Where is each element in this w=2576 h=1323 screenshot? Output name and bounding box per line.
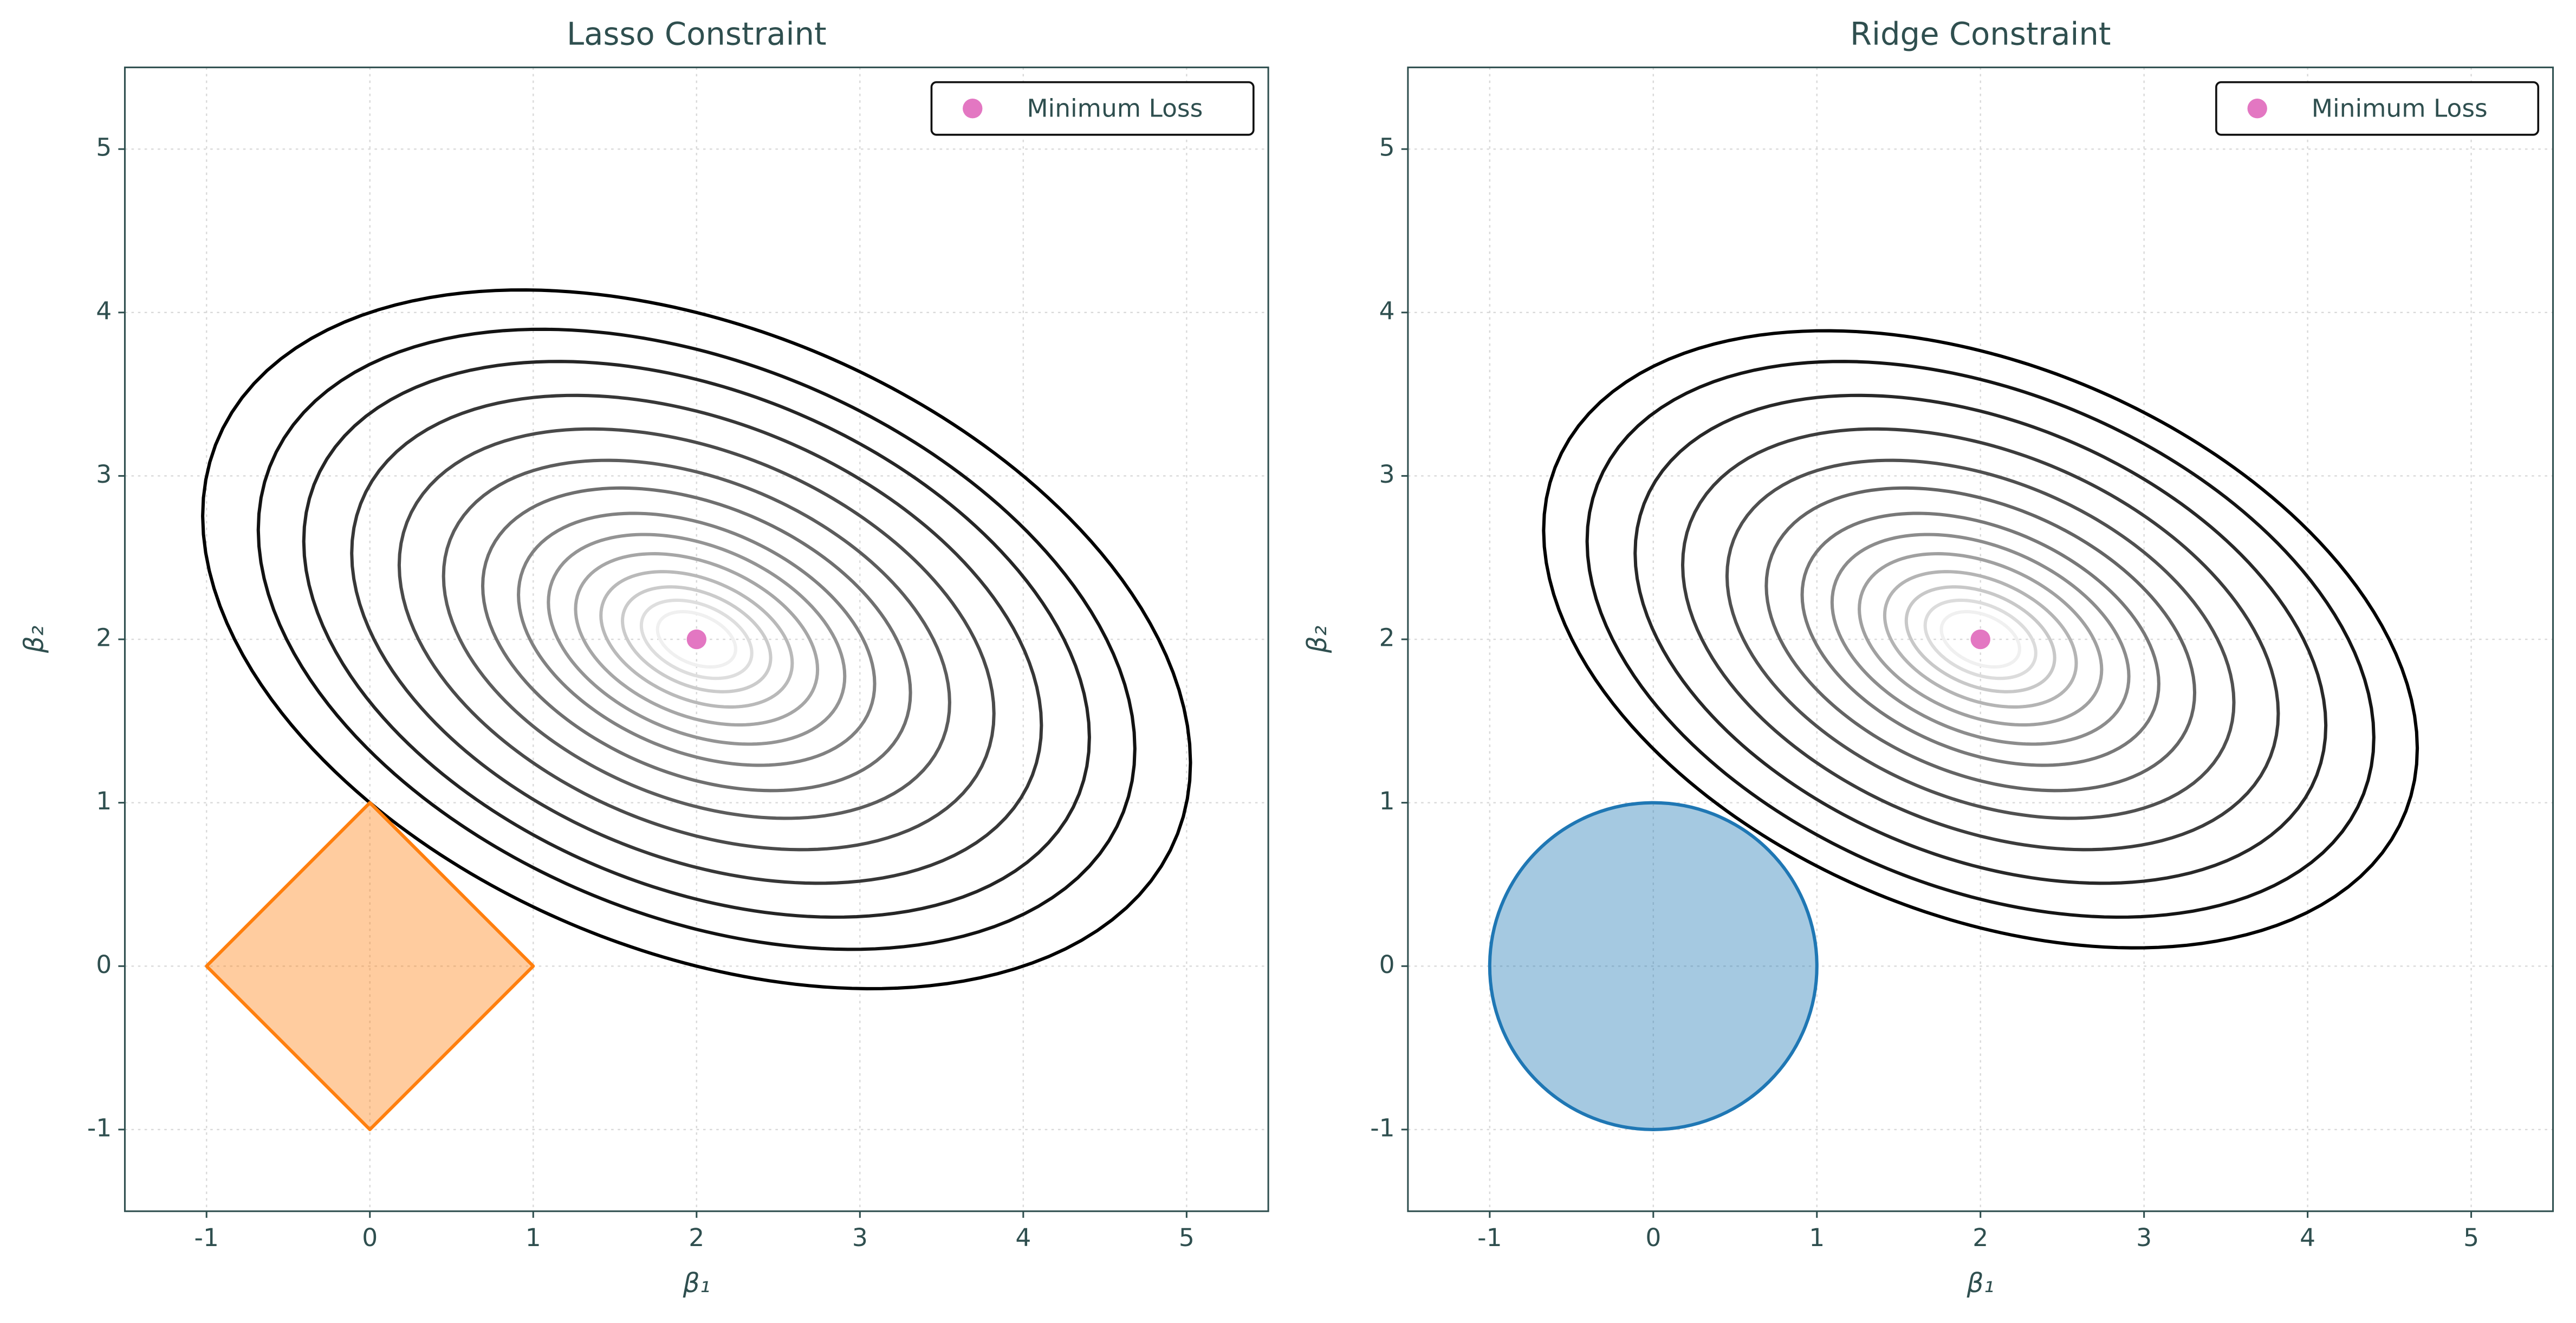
constraint-region — [205, 801, 535, 1131]
contour-line — [1800, 511, 2160, 767]
contour-line — [1939, 610, 2021, 669]
x-tick-label: 3 — [2136, 1223, 2152, 1252]
y-tick-label: 0 — [96, 950, 112, 979]
contour-line — [1725, 458, 2236, 820]
x-tick-label: 2 — [689, 1223, 704, 1252]
contour-line — [442, 458, 951, 820]
contour-line — [1680, 427, 2280, 852]
y-tick-label: -1 — [87, 1113, 112, 1142]
contour-line — [656, 610, 737, 669]
contour-line — [639, 598, 754, 680]
contour-line — [620, 585, 773, 693]
axes-frame — [1407, 66, 2554, 1212]
contour-line — [1633, 393, 2328, 885]
x-tick-label: 2 — [1972, 1223, 1988, 1252]
legend-marker — [2247, 99, 2267, 119]
minimum-point — [686, 629, 706, 650]
subplot: -1 0 1 2 3 4 5 -1 0 1 2 3 4 5 Lasso Constraint β₁ β₂ Mini… — [20, 16, 1269, 1299]
contour-line — [481, 486, 912, 793]
contour-line — [599, 570, 794, 709]
y-tick-label: 1 — [96, 787, 112, 815]
x-tick-label: 5 — [1179, 1223, 1195, 1252]
plot-area — [201, 288, 1192, 1131]
contour-line — [397, 427, 996, 852]
axes-frame — [124, 66, 1269, 1212]
subplot: -1 0 1 2 3 4 5 -1 0 1 2 3 4 5 Ridge Constraint β₁ β₂ Mini… — [1302, 16, 2554, 1299]
x-axis-label: β₁ — [1967, 1268, 1994, 1299]
contour-line — [1883, 570, 2078, 709]
x-tick-label: 3 — [852, 1223, 868, 1252]
contour-line — [1764, 486, 2197, 793]
chart-title: Lasso Constraint — [567, 16, 827, 52]
contour-line — [256, 327, 1137, 951]
plot-area — [1488, 329, 2419, 1131]
y-tick-label: 4 — [96, 296, 112, 325]
y-tick-label: 5 — [96, 133, 112, 162]
contour-line — [1542, 329, 2419, 950]
contour-line — [517, 511, 877, 767]
contour-line — [547, 533, 847, 746]
x-tick-label: 0 — [362, 1223, 378, 1252]
x-axis-label: β₁ — [683, 1268, 710, 1299]
contour-line — [350, 393, 1043, 885]
y-tick-label: -1 — [1370, 1113, 1394, 1142]
y-axis-label: β₂ — [1302, 626, 1333, 653]
legend-marker — [963, 99, 983, 119]
y-tick-label: 2 — [1379, 624, 1395, 652]
y-tick-label: 3 — [96, 460, 112, 489]
legend-box — [2215, 81, 2540, 136]
y-tick-label: 4 — [1379, 296, 1395, 325]
y-tick-label: 0 — [1379, 950, 1395, 979]
constraint-region — [1488, 801, 1819, 1131]
y-tick-label: 3 — [1379, 460, 1395, 489]
x-tick-label: 5 — [2463, 1223, 2479, 1252]
x-tick-label: 1 — [1809, 1223, 1825, 1252]
legend-label: Minimum Loss — [2312, 94, 2488, 123]
contour-line — [1923, 598, 2038, 680]
x-tick-label: -1 — [1477, 1223, 1502, 1252]
chart-title: Ridge Constraint — [1850, 16, 2111, 52]
y-tick-label: 5 — [1379, 133, 1395, 162]
x-tick-label: -1 — [194, 1223, 219, 1252]
x-tick-label: 4 — [1015, 1223, 1031, 1252]
contour-line — [574, 552, 820, 727]
legend-box — [930, 81, 1255, 136]
contour-line — [201, 288, 1192, 990]
y-tick-label: 1 — [1379, 787, 1395, 815]
x-tick-label: 0 — [1645, 1223, 1661, 1252]
contour-line — [1585, 360, 2376, 919]
x-tick-label: 1 — [525, 1223, 541, 1252]
minimum-point — [1970, 629, 1990, 650]
contour-line — [302, 360, 1091, 919]
y-axis-label: β₂ — [20, 626, 50, 653]
x-tick-label: 4 — [2300, 1223, 2315, 1252]
contour-line — [1830, 533, 2131, 746]
contour-line — [1858, 552, 2104, 727]
y-tick-label: 2 — [96, 624, 112, 652]
legend-label: Minimum Loss — [1027, 94, 1203, 123]
contour-line — [1904, 585, 2056, 693]
